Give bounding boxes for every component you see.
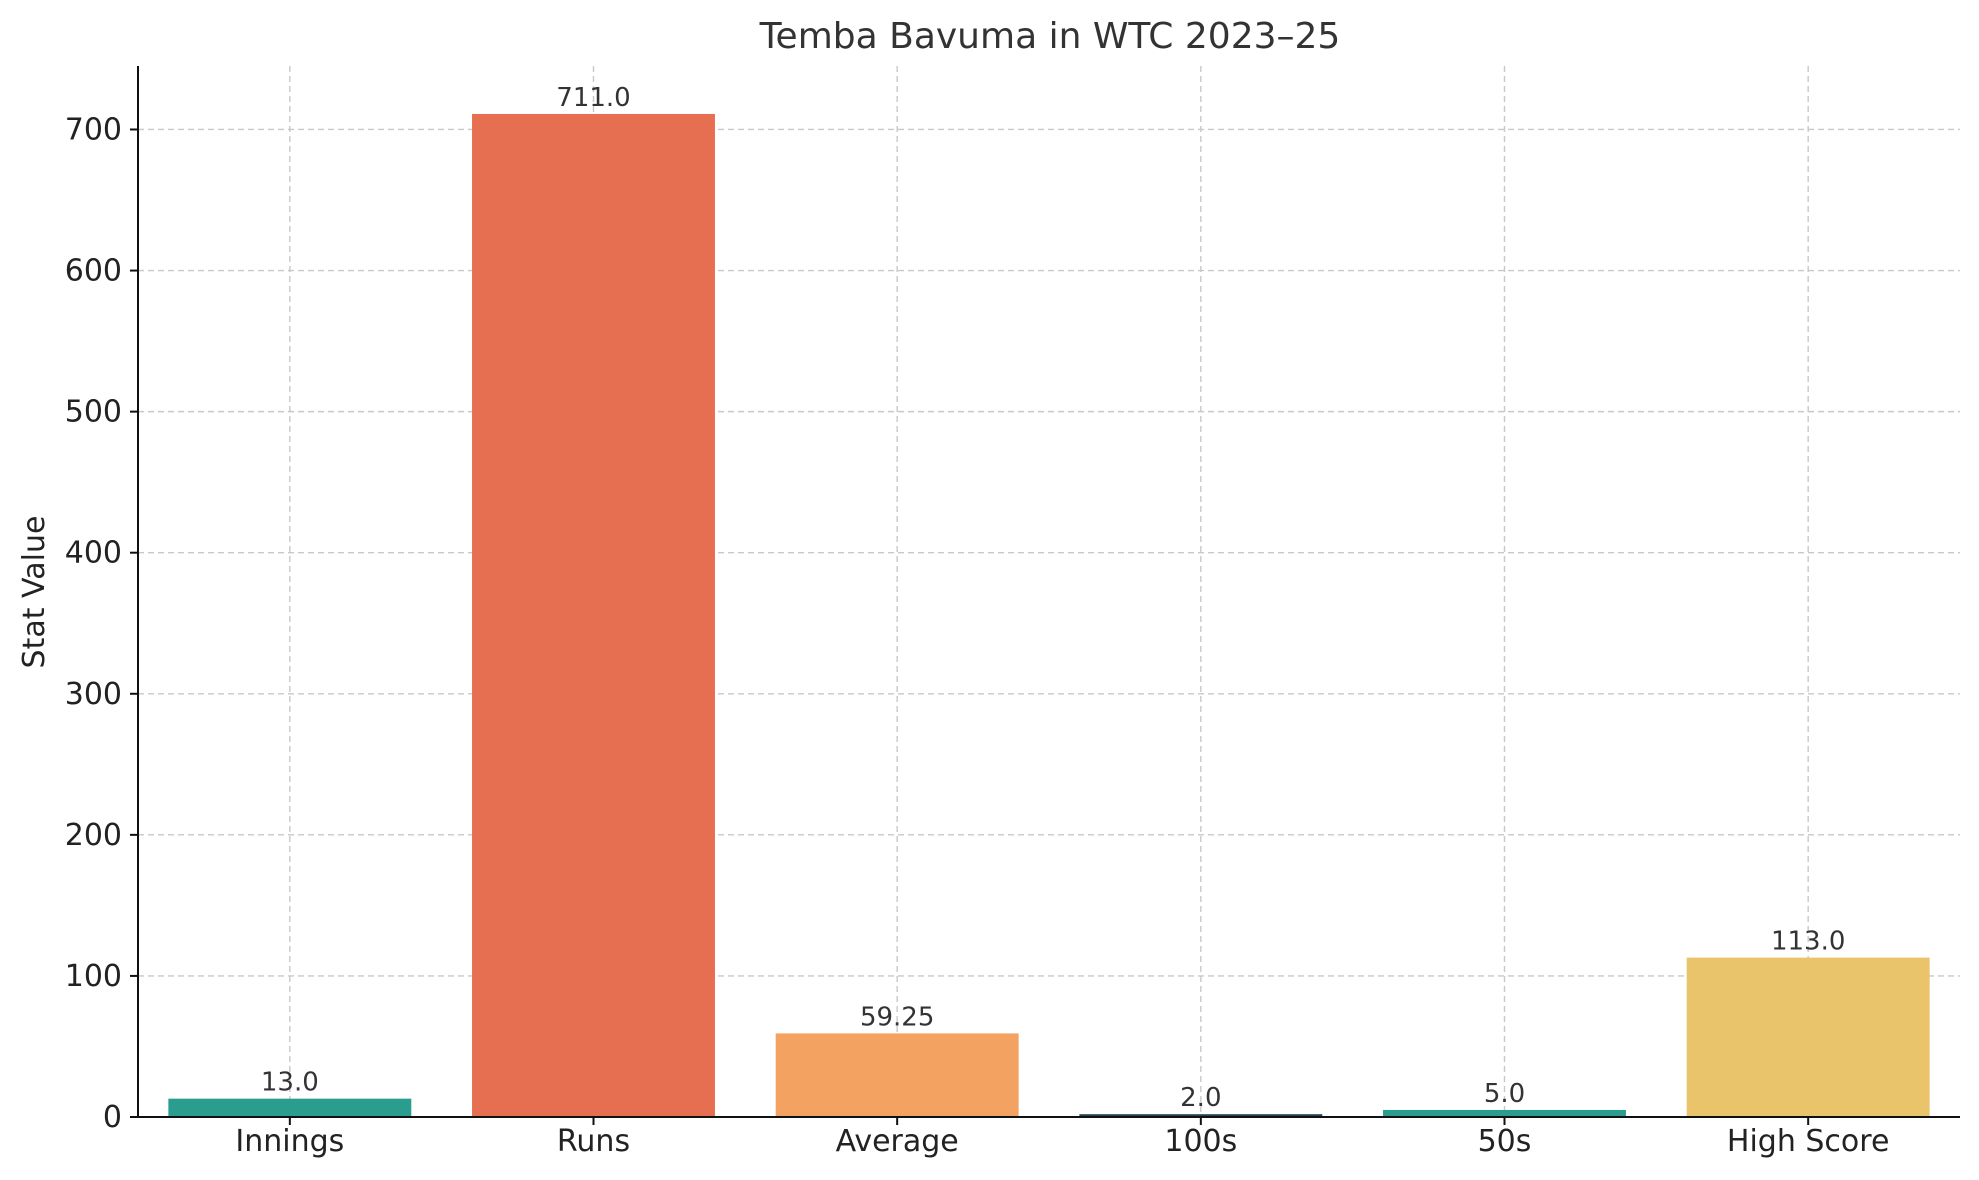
y-axis-label: Stat Value (17, 516, 52, 669)
bar-high-score (1686, 957, 1930, 1117)
y-tick-label: 500 (65, 395, 122, 430)
bar-100s (1079, 1114, 1323, 1117)
value-labels: 13.0 711.0 59.25 2.0 5.0 113.0 (261, 83, 1845, 1113)
y-tick-label: 700 (65, 112, 122, 147)
bar-runs (472, 113, 715, 1118)
chart-title: Temba Bavuma in WTC 2023–25 (759, 16, 1341, 57)
bar-average (775, 1033, 1019, 1117)
axes: 0 100 200 300 400 500 600 700 Innings Runs Average… (65, 66, 1960, 1159)
bar-value-label: 5.0 (1484, 1079, 1525, 1109)
bars (168, 113, 1930, 1118)
x-tick-label: High Score (1727, 1124, 1890, 1159)
grid-lines (138, 66, 1960, 1118)
y-tick-label: 100 (65, 959, 122, 994)
bar-value-label: 711.0 (556, 83, 630, 113)
bar-value-label: 13.0 (261, 1068, 319, 1098)
bar-value-label: 59.25 (860, 1002, 934, 1032)
bar-50s (1383, 1109, 1626, 1117)
x-tick-label: Average (836, 1124, 959, 1159)
y-tick-label: 200 (65, 818, 122, 853)
bar-value-label: 113.0 (1771, 927, 1845, 957)
x-tick-label: 50s (1478, 1124, 1532, 1159)
x-tick-label: Innings (235, 1124, 344, 1159)
y-tick-label: 400 (65, 536, 122, 571)
x-tick-label: 100s (1164, 1124, 1237, 1159)
y-tick-label: 0 (103, 1100, 122, 1135)
y-tick-label: 300 (65, 677, 122, 712)
x-tick-label: Runs (557, 1124, 630, 1159)
y-tick-label: 600 (65, 254, 122, 289)
bar-value-label: 2.0 (1180, 1083, 1221, 1113)
bar-innings (168, 1098, 412, 1117)
